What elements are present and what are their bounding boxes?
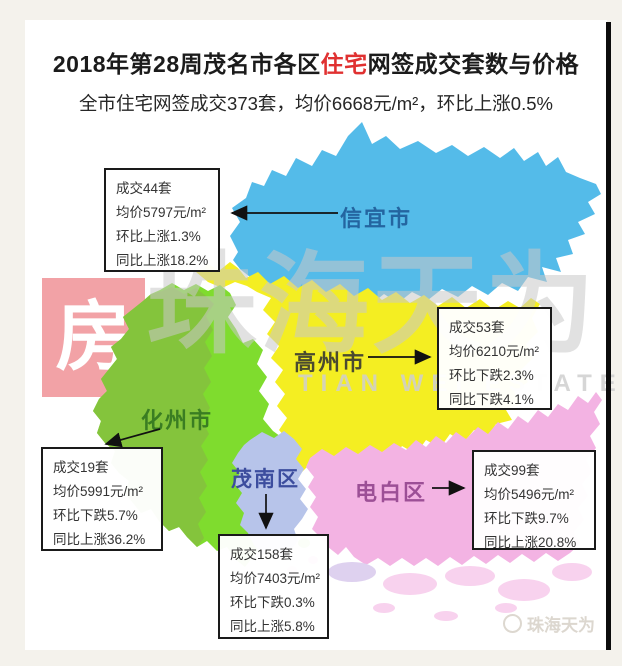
stat-wow: 环比下跌9.7% bbox=[484, 511, 569, 526]
stat-deals: 成交53套 bbox=[449, 320, 505, 335]
label-xinyi[interactable]: 信宜市 bbox=[340, 206, 413, 231]
stat-wow: 环比下跌0.3% bbox=[230, 595, 315, 610]
stat-box-huazhou: 成交19套 均价5991元/m² 环比下跌5.7% 同比上涨36.2% bbox=[41, 447, 163, 551]
coastline bbox=[498, 579, 550, 601]
label-dianbai[interactable]: 电白区 bbox=[355, 480, 428, 505]
stat-price: 均价6210元/m² bbox=[449, 344, 540, 359]
stat-yoy: 同比下跌4.1% bbox=[449, 392, 534, 407]
title-highlight: 住宅 bbox=[320, 51, 368, 77]
title-prefix: 2018年第28周茂名市各区 bbox=[52, 51, 321, 77]
coastline bbox=[552, 563, 592, 581]
stat-wow: 环比上涨1.3% bbox=[116, 229, 201, 244]
stat-price: 均价7403元/m² bbox=[230, 571, 321, 586]
stat-yoy: 同比上涨36.2% bbox=[53, 532, 146, 547]
island bbox=[434, 611, 458, 621]
stat-price: 均价5496元/m² bbox=[484, 487, 575, 502]
page-title: 2018年第28周茂名市各区住宅网签成交套数与价格 bbox=[25, 45, 607, 79]
stat-box-xinyi: 成交44套 均价5797元/m² 环比上涨1.3% 同比上涨18.2% bbox=[104, 168, 220, 272]
coastline bbox=[445, 566, 495, 586]
stat-wow: 环比下跌5.7% bbox=[53, 508, 138, 523]
island bbox=[495, 603, 517, 613]
label-huazhou[interactable]: 化州市 bbox=[141, 408, 214, 433]
stat-deals: 成交44套 bbox=[116, 181, 172, 196]
stat-price: 均价5797元/m² bbox=[116, 205, 207, 220]
stat-yoy: 同比上涨20.8% bbox=[484, 535, 577, 550]
stat-price: 均价5991元/m² bbox=[53, 484, 144, 499]
island bbox=[373, 603, 395, 613]
stat-yoy: 同比上涨18.2% bbox=[116, 253, 209, 268]
region-huazhou-west bbox=[93, 287, 214, 547]
stat-deals: 成交158套 bbox=[230, 547, 294, 562]
stat-yoy: 同比上涨5.8% bbox=[230, 619, 315, 634]
coastline bbox=[383, 573, 437, 595]
label-maonan[interactable]: 茂南区 bbox=[231, 468, 300, 491]
stat-box-gaozhou: 成交53套 均价6210元/m² 环比下跌2.3% 同比下跌4.1% bbox=[437, 307, 552, 410]
stat-deals: 成交19套 bbox=[53, 460, 109, 475]
region-maonan[interactable] bbox=[232, 431, 308, 557]
footer-watermark: 珠海天为 bbox=[503, 611, 595, 636]
region-xinyi[interactable] bbox=[230, 122, 601, 306]
stat-wow: 环比下跌2.3% bbox=[449, 368, 534, 383]
stat-box-dianbai: 成交99套 均价5496元/m² 环比下跌9.7% 同比上涨20.8% bbox=[472, 450, 596, 550]
stat-box-maonan: 成交158套 均价7403元/m² 环比下跌0.3% 同比上涨5.8% bbox=[218, 534, 329, 639]
label-gaozhou[interactable]: 高州市 bbox=[294, 350, 367, 375]
page-right-edge bbox=[606, 22, 611, 650]
page-subtitle: 全市住宅网签成交373套，均价6668元/m²，环比上涨0.5% bbox=[79, 93, 553, 114]
stat-deals: 成交99套 bbox=[484, 463, 540, 478]
coastline bbox=[328, 562, 376, 582]
footer-brand-text: 珠海天为 bbox=[527, 616, 595, 635]
title-suffix: 网签成交套数与价格 bbox=[367, 51, 580, 77]
brand-circle-icon bbox=[503, 614, 522, 633]
